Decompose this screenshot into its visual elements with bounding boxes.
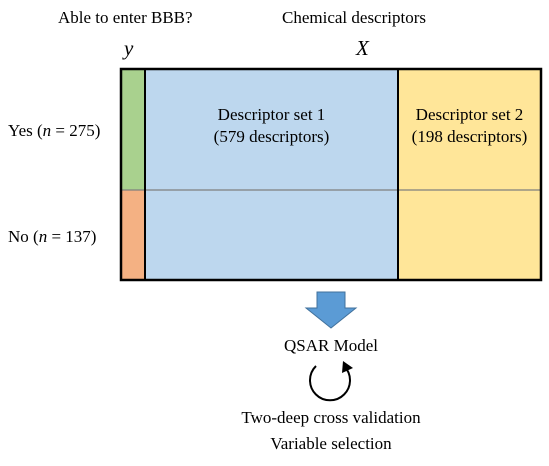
y-yes-cell (121, 69, 145, 190)
cycle-arrowhead-icon (342, 361, 353, 373)
y-no-cell (121, 190, 145, 280)
row-label-no-count: = 137) (47, 227, 97, 246)
row-label-no: No (n = 137) (8, 227, 97, 246)
row-label-no-text: No (8, 227, 29, 246)
descriptor-set1-label: Descriptor set 1 (579 descriptors) (145, 104, 398, 148)
variable-selection-label: Variable selection (270, 434, 392, 453)
row-label-no-n: n (38, 227, 48, 246)
row-label-yes: Yes (n = 275) (8, 121, 101, 140)
y-symbol: y (124, 36, 134, 60)
descriptor-set1-count: (579 descriptors) (213, 127, 330, 146)
descriptor-set2-label: Descriptor set 2 (198 descriptors) (398, 104, 541, 148)
row-label-yes-text: Yes (8, 121, 33, 140)
x-symbol: X (356, 36, 369, 60)
descriptor-set2-block (398, 69, 541, 280)
row-label-yes-n: n (42, 121, 52, 140)
descriptor-set1-title: Descriptor set 1 (217, 105, 326, 124)
cycle-arrow-icon (309, 365, 351, 402)
descriptor-set1-block (145, 69, 398, 280)
qsar-model-label: QSAR Model (284, 336, 378, 355)
down-arrow-icon (304, 291, 358, 329)
row-label-yes-count: = 275) (51, 121, 101, 140)
descriptor-set2-title: Descriptor set 2 (415, 105, 524, 124)
cross-validation-label: Two-deep cross validation (241, 408, 421, 427)
y-header-title: Able to enter BBB? (58, 8, 193, 27)
descriptor-set2-count: (198 descriptors) (411, 127, 528, 146)
matrix-border (119, 67, 543, 282)
x-header-title: Chemical descriptors (282, 8, 426, 27)
